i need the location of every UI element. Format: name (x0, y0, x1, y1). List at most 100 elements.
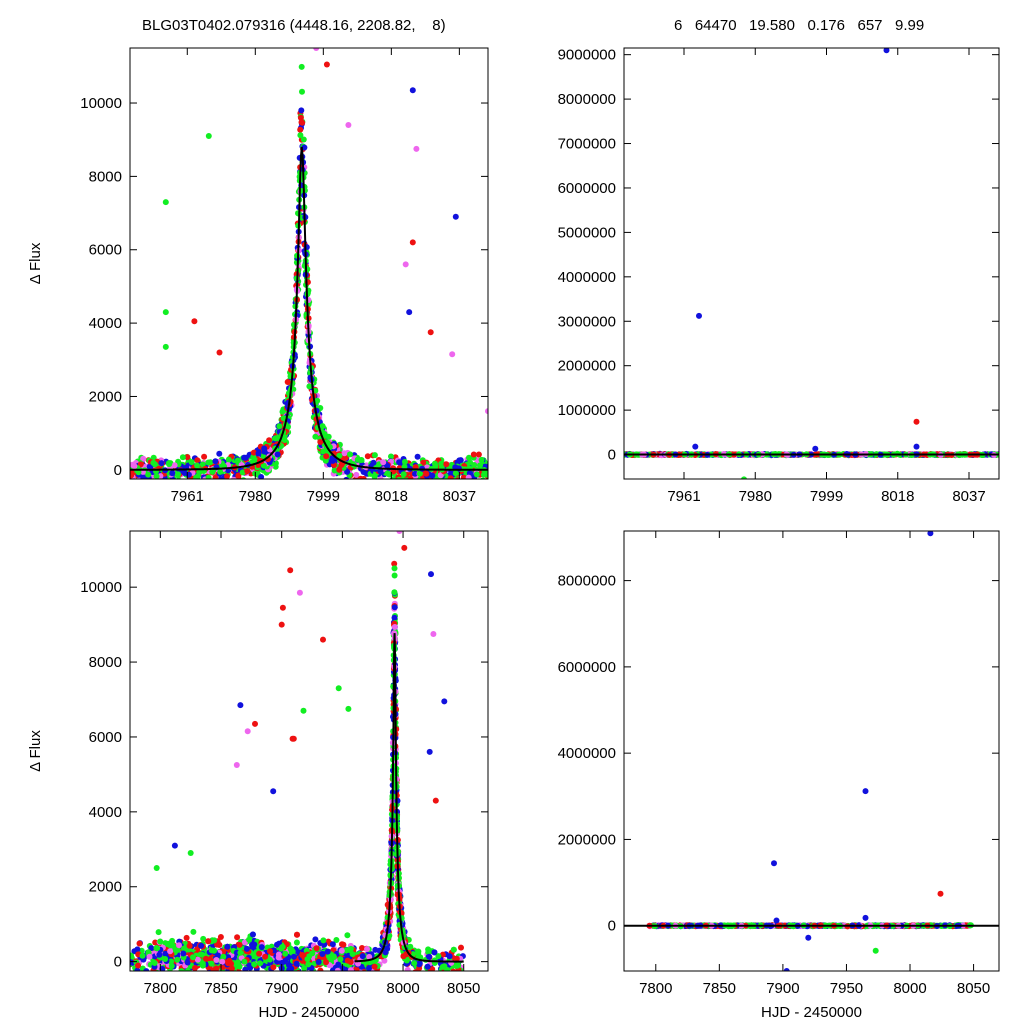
data-point (150, 454, 157, 461)
data-point (344, 957, 351, 964)
data-point (428, 571, 434, 578)
data-point (480, 477, 486, 479)
x-tick-label: 8050 (447, 980, 480, 997)
data-point (278, 621, 285, 628)
data-point (391, 624, 398, 630)
data-point (180, 950, 187, 957)
data-point (216, 941, 223, 948)
data-point (136, 940, 143, 947)
data-point (201, 453, 208, 460)
data-point (251, 457, 258, 463)
data-point (255, 450, 262, 457)
data-point (169, 470, 176, 477)
data-point (249, 931, 256, 938)
data-point (312, 936, 319, 943)
x-tick-label: 7999 (810, 488, 843, 505)
plot-frame (129, 530, 489, 972)
data-point (320, 937, 327, 944)
data-point (309, 950, 316, 957)
data-point (186, 942, 193, 949)
data-point (354, 456, 361, 463)
data-point (435, 953, 442, 960)
data-point (289, 735, 296, 742)
data-point (439, 963, 446, 970)
data-point (452, 213, 459, 220)
data-point (267, 948, 273, 955)
data-point (266, 956, 273, 963)
data-point (130, 472, 134, 479)
data-point (298, 63, 305, 70)
data-point (176, 942, 182, 949)
data-point (213, 957, 220, 963)
data-point (741, 476, 747, 479)
data-point (692, 443, 699, 450)
data-point (239, 469, 246, 476)
data-point (252, 720, 258, 727)
data-point (336, 452, 343, 459)
data-point (275, 954, 282, 961)
data-point (162, 950, 169, 957)
top-left-panel: 7961 7980 7999 8018 803702000400060008000100… (27, 47, 489, 505)
data-point (288, 947, 295, 954)
data-point (477, 462, 483, 469)
data-point (456, 457, 463, 464)
y-tick-label: 0 (114, 462, 122, 479)
data-point (234, 934, 241, 941)
data-point (162, 309, 169, 316)
data-point (246, 962, 253, 969)
data-point (198, 942, 205, 949)
right-panel-title: 6 64470 19.580 0.176 657 9.99 (674, 17, 924, 34)
data-point (205, 474, 212, 479)
data-point (293, 939, 300, 946)
data-point (388, 453, 394, 460)
data-point (241, 958, 248, 965)
data-point (416, 470, 423, 477)
x-tick-label: 7980 (739, 488, 772, 505)
data-point (183, 934, 190, 941)
data-point (244, 728, 251, 735)
data-point (158, 460, 165, 467)
model-curve (130, 146, 488, 471)
data-point (224, 473, 230, 479)
left-panel-title: BLG03T0402.079316 (4448.16, 2208.82, 8) (142, 17, 446, 34)
data-point (293, 960, 300, 967)
y-tick-label: 4000 (89, 804, 122, 821)
data-point (429, 472, 436, 479)
data-point (409, 87, 416, 94)
y-tick-label: 10000 (80, 95, 122, 112)
data-point (168, 958, 175, 965)
data-point (446, 953, 453, 960)
data-point (300, 707, 307, 714)
data-point (407, 943, 414, 950)
data-point (228, 965, 235, 971)
data-point (404, 967, 411, 971)
y-tick-label: 4000 (89, 315, 122, 332)
x-tick-label: 7999 (307, 488, 340, 505)
data-point (211, 937, 218, 944)
data-point (366, 965, 372, 971)
data-point (470, 451, 477, 458)
data-point (152, 461, 158, 468)
data-point (296, 589, 303, 596)
data-point (215, 952, 221, 959)
data-point (299, 952, 306, 958)
data-point (235, 472, 242, 479)
data-point (343, 476, 350, 479)
data-point (336, 466, 343, 473)
data-point (260, 462, 267, 469)
y-tick-label: 6000 (89, 242, 122, 259)
data-point (178, 968, 185, 971)
data-point (217, 468, 224, 475)
y-tick-label: 9000000 (558, 47, 616, 64)
data-points (624, 48, 999, 479)
data-point (323, 959, 329, 966)
data-point (364, 946, 370, 952)
data-point (233, 762, 240, 768)
data-point (236, 968, 242, 971)
data-point (359, 953, 366, 960)
data-point (157, 938, 164, 945)
data-point (250, 449, 257, 456)
data-point (167, 948, 174, 955)
data-point (174, 480, 180, 486)
data-point (203, 955, 209, 962)
